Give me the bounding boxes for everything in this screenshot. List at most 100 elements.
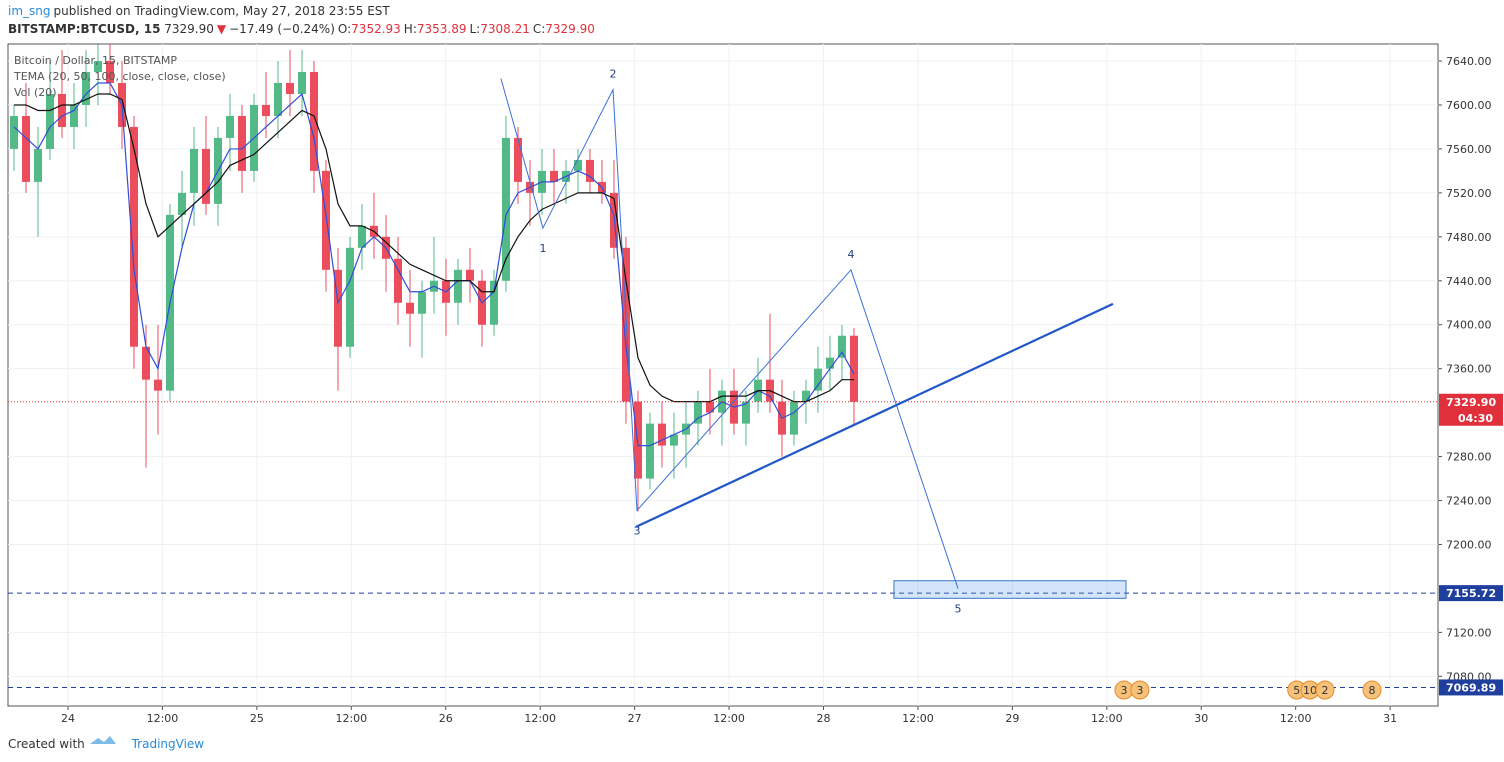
candle-body — [321, 170, 330, 270]
price-tag — [1439, 393, 1503, 426]
y-tick-label: 7640.00 — [1446, 55, 1492, 68]
candle-body — [285, 83, 294, 94]
x-tick-label: 28 — [816, 712, 830, 725]
event-icon — [1315, 680, 1335, 700]
candle-body — [837, 335, 846, 358]
candle-body — [225, 115, 234, 138]
candle-body — [297, 72, 306, 94]
x-tick-label: 30 — [1194, 712, 1208, 725]
candle-body — [69, 104, 78, 127]
event-label: 3 — [1136, 684, 1143, 697]
y-tick-label: 7360.00 — [1446, 363, 1492, 376]
x-tick-label: 24 — [61, 712, 75, 725]
x-tick-label: 12:00 — [147, 712, 179, 725]
event-label: 10 — [1303, 684, 1317, 697]
candle-body — [177, 192, 186, 215]
footer: Created with TradingView — [8, 737, 207, 751]
candle-body — [273, 83, 282, 116]
pattern-label: 2 — [610, 68, 617, 81]
pattern-label: 3 — [634, 524, 641, 537]
candle-body — [189, 148, 198, 193]
candle-body — [153, 379, 162, 391]
ohlc-label: C: — [532, 22, 546, 36]
event-icon — [1130, 680, 1150, 700]
candle-body — [669, 434, 678, 446]
candle-body — [261, 104, 270, 116]
legend-entry: TEMA (20, 50, 100, close, close, close) — [13, 70, 226, 83]
pattern-label: 1 — [539, 242, 546, 255]
x-tick-label: 12:00 — [713, 712, 745, 725]
candle-body — [237, 115, 246, 171]
y-tick-label: 7600.00 — [1446, 99, 1492, 112]
trend-line — [635, 302, 1114, 528]
ohlc-label: H: — [403, 22, 417, 36]
candle-body — [801, 390, 810, 402]
created: Created with — [8, 737, 85, 751]
y-tick-label: 7560.00 — [1446, 143, 1492, 156]
candle-body — [489, 280, 498, 325]
level-tag-label: 7069.89 — [1446, 681, 1496, 694]
candle-body — [57, 93, 66, 127]
candle-body — [129, 126, 138, 347]
event-label: 5 — [1293, 684, 1300, 697]
candle-body — [741, 401, 750, 424]
pattern-line — [500, 78, 959, 589]
candle-body — [513, 137, 522, 182]
candle-body — [333, 269, 342, 347]
x-tick-label: 12:00 — [902, 712, 934, 725]
legend-entry: Bitcoin / Dollar, 15, BITSTAMP — [14, 54, 177, 67]
candle-body — [345, 247, 354, 347]
header-line: im_sng published on TradingView.com, May … — [8, 4, 393, 18]
y-tick-label: 7480.00 — [1446, 231, 1492, 244]
ohlc-value: 7308.21 — [480, 22, 530, 36]
candle-body — [201, 148, 210, 204]
y-tick-label: 7200.00 — [1446, 538, 1492, 551]
header-line: BITSTAMP:BTCUSD, 15 7329.90 ▼ −17.49 (−0.2… — [8, 22, 601, 36]
candle-body — [105, 61, 114, 84]
candle-body — [585, 159, 594, 182]
ohlc-label: O: — [337, 22, 352, 36]
x-tick-label: 12:00 — [1091, 712, 1123, 725]
event-icon — [1362, 680, 1382, 700]
candle-body — [141, 346, 150, 380]
candle-body — [789, 401, 798, 435]
event-label: 2 — [1321, 684, 1328, 697]
y-tick-label: 7120.00 — [1446, 626, 1492, 639]
candle-body — [33, 148, 42, 182]
candle-body — [393, 258, 402, 303]
ohlc-label: L: — [469, 22, 481, 36]
candle-body — [849, 335, 858, 402]
candle-body — [309, 72, 318, 171]
candle-body — [21, 115, 30, 182]
candle-body — [633, 401, 642, 479]
candle-body — [453, 269, 462, 303]
candle-body — [549, 170, 558, 182]
x-tick-label: 26 — [439, 712, 453, 725]
ohlc-value: 7353.89 — [416, 22, 467, 36]
author[interactable]: im_sng — [8, 4, 51, 18]
ohlc-value: 7352.93 — [351, 22, 401, 36]
logo — [90, 736, 116, 744]
ohlc: O:7352.93 H:7353.89 L:7308.21 C:7329.90 — [338, 22, 598, 36]
plot-frame — [7, 43, 1439, 707]
x-tick-label: 31 — [1383, 712, 1397, 725]
arrow: ▼ — [216, 22, 227, 36]
y-tick-label: 7400.00 — [1446, 319, 1492, 332]
indicator-line — [13, 82, 855, 447]
target-box — [893, 580, 1127, 599]
level-tag — [1439, 679, 1503, 696]
x-tick-label: 27 — [628, 712, 642, 725]
symbol: BITSTAMP:BTCUSD, 15 — [8, 22, 161, 36]
candle-body — [825, 357, 834, 369]
event-label: 8 — [1369, 684, 1376, 697]
indicator-line — [13, 93, 854, 403]
y-tick-label: 7520.00 — [1446, 187, 1492, 200]
candle-body — [657, 423, 666, 446]
candle-body — [405, 302, 414, 314]
candle-body — [9, 115, 18, 149]
ohlc-value: 7329.90 — [545, 22, 595, 36]
change: −17.49 (−0.24%) — [229, 22, 335, 36]
candle-body — [417, 291, 426, 314]
brand[interactable]: TradingView — [131, 737, 205, 751]
candle-body — [705, 401, 714, 413]
